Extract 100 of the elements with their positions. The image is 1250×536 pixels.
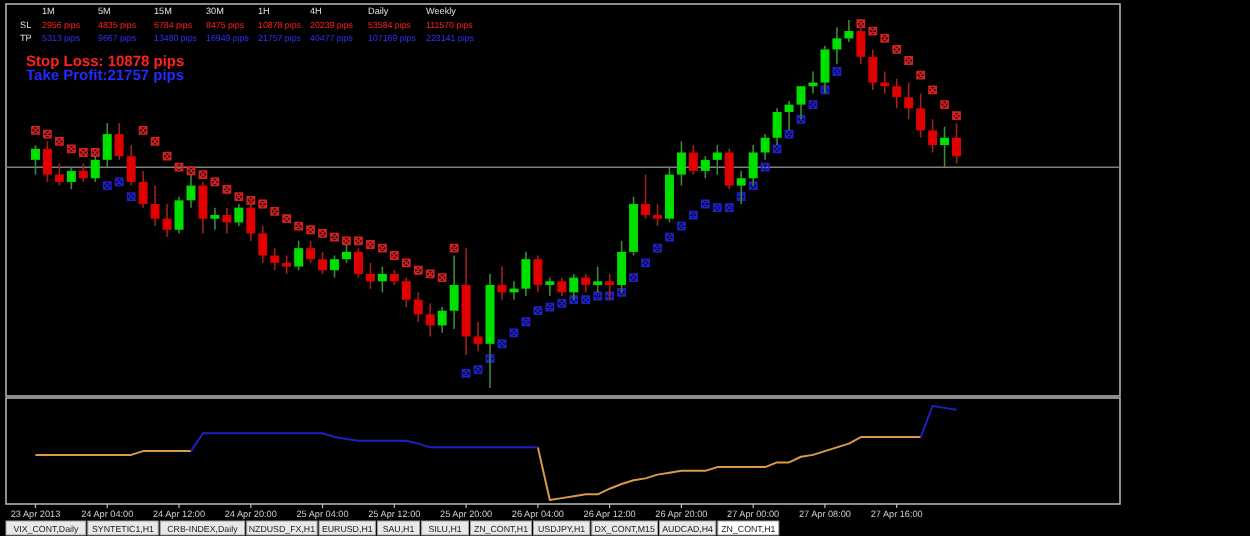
candlestick: [138, 170, 148, 209]
candlestick: [198, 181, 208, 235]
point: [892, 45, 902, 54]
point: [748, 181, 758, 190]
candlestick: [401, 276, 411, 308]
point: [880, 34, 890, 43]
candlestick: [353, 247, 363, 279]
candlestick: [437, 306, 447, 334]
point: [318, 229, 327, 238]
point: [282, 214, 292, 224]
point: [533, 306, 543, 316]
point: [150, 137, 160, 146]
point: [66, 144, 76, 154]
candlestick: [820, 44, 830, 95]
point: [904, 56, 914, 65]
candlestick: [210, 206, 220, 231]
point: [916, 70, 926, 80]
candlestick: [330, 254, 339, 279]
candlestick: [174, 195, 184, 235]
candlestick: [617, 240, 627, 294]
candlestick: [796, 85, 806, 121]
candlestick: [102, 122, 112, 168]
candlestick: [114, 122, 124, 161]
point: [198, 170, 208, 179]
candlestick: [497, 265, 507, 301]
point: [569, 295, 579, 305]
candlestick: [676, 140, 686, 187]
point: [43, 129, 52, 139]
candlestick: [664, 166, 674, 224]
candlestick: [30, 144, 40, 176]
candlestick: [258, 225, 268, 264]
point: [677, 221, 686, 231]
point: [210, 177, 220, 187]
candlestick: [688, 144, 698, 176]
point: [593, 291, 603, 301]
point: [724, 203, 734, 213]
point: [952, 111, 961, 121]
point: [940, 100, 949, 110]
candlestick: [748, 144, 758, 187]
candlestick: [844, 19, 854, 43]
candlestick: [78, 162, 88, 183]
point: [294, 221, 304, 231]
point: [581, 295, 591, 305]
point: [162, 151, 172, 161]
point: [366, 240, 375, 249]
point: [138, 126, 148, 135]
candlestick: [557, 276, 567, 297]
point: [617, 287, 626, 297]
point: [330, 232, 339, 242]
candlestick: [760, 133, 770, 161]
candlestick: [222, 206, 232, 235]
point: [485, 354, 495, 363]
candlestick: [318, 251, 328, 275]
candlestick: [533, 254, 543, 294]
point: [377, 243, 387, 253]
point: [473, 365, 483, 374]
point: [186, 166, 196, 176]
point: [401, 258, 411, 268]
point: [712, 203, 722, 213]
candlestick: [473, 320, 483, 352]
point: [808, 100, 818, 110]
point: [772, 144, 782, 154]
point: [760, 162, 770, 172]
point: [234, 192, 244, 202]
candlestick: [54, 162, 64, 187]
point: [641, 258, 650, 268]
point: [629, 273, 638, 282]
point: [461, 368, 471, 378]
point: [306, 225, 315, 235]
candlestick: [545, 276, 555, 297]
candlestick: [569, 273, 579, 301]
candlestick: [162, 203, 172, 238]
point: [222, 184, 232, 194]
point: [521, 317, 531, 327]
point: [126, 192, 136, 202]
point: [856, 19, 866, 29]
point: [868, 26, 878, 36]
candlestick: [952, 122, 962, 165]
point: [605, 291, 615, 301]
point: [665, 232, 674, 242]
point: [102, 181, 112, 190]
candlestick: [581, 273, 591, 294]
point: [928, 85, 937, 95]
candlestick: [832, 26, 842, 65]
point: [736, 192, 746, 202]
candlestick: [126, 144, 136, 187]
candlestick: [629, 195, 639, 257]
candlestick: [294, 240, 304, 272]
point: [784, 129, 794, 139]
candlestick: [42, 140, 52, 183]
point: [557, 298, 567, 308]
candlestick: [234, 203, 244, 227]
candlestick: [712, 144, 722, 176]
point: [700, 199, 710, 209]
point: [796, 114, 806, 124]
candlestick: [413, 291, 423, 323]
point: [78, 148, 88, 157]
candlestick: [904, 81, 914, 121]
candlestick: [66, 166, 76, 191]
point: [413, 265, 423, 275]
